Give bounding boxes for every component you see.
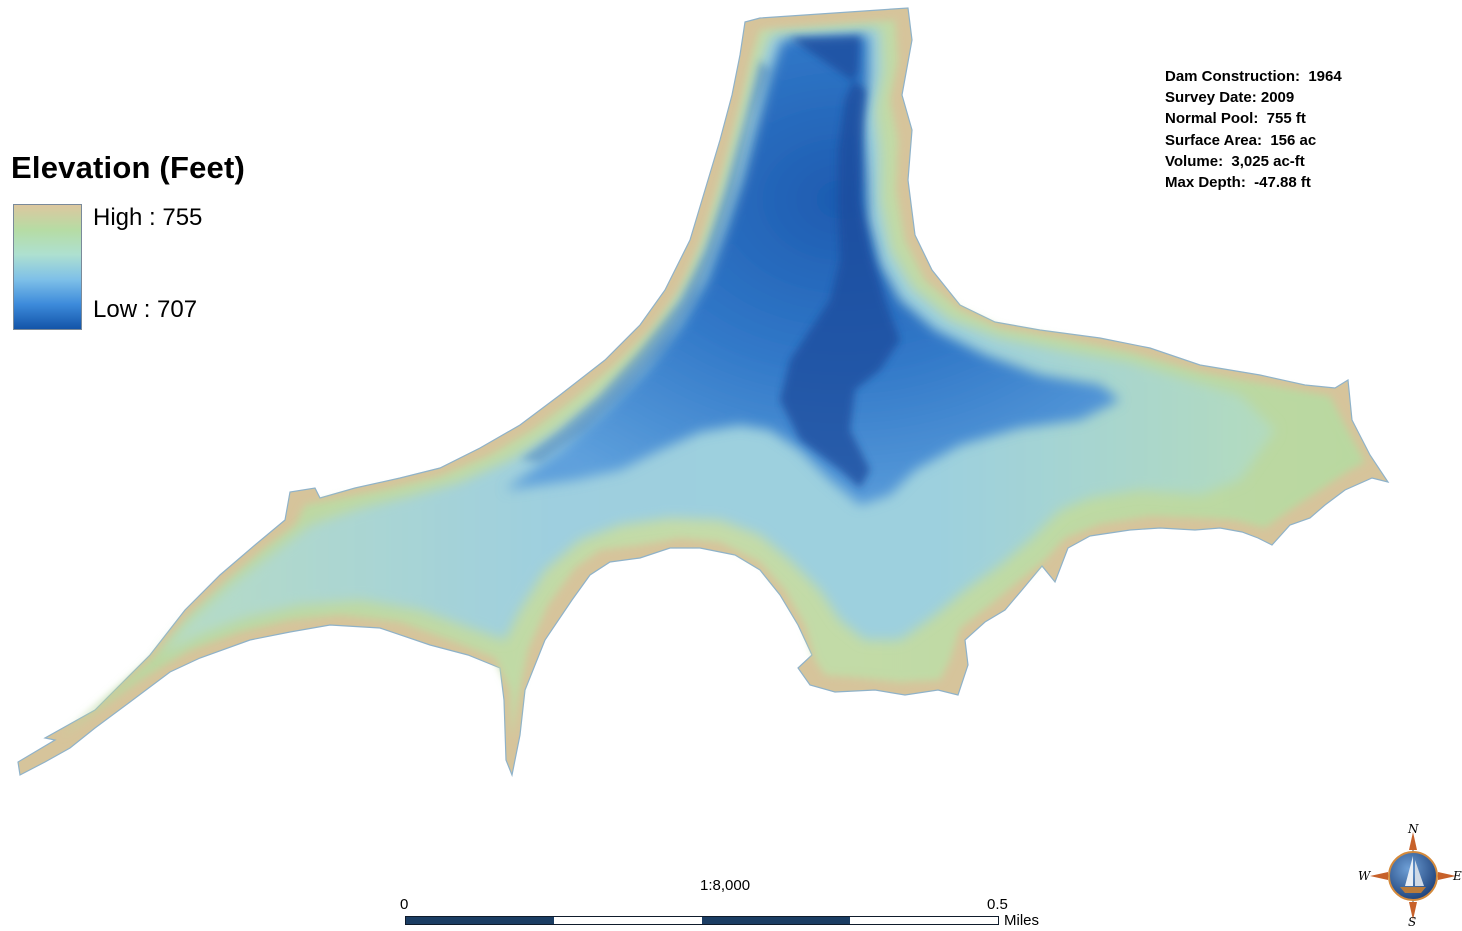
scale-ratio: 1:8,000 xyxy=(700,877,751,894)
info-normal-pool: Normal Pool: 755 ft xyxy=(1165,110,1306,128)
elevation-color-ramp xyxy=(13,204,82,330)
survey-info: Dam Construction: 1964 Survey Date: 2009… xyxy=(1165,66,1342,193)
compass-west-label: W xyxy=(1358,869,1372,883)
compass-south-label: S xyxy=(1408,915,1416,928)
legend-high-label: High : 755 xyxy=(93,204,203,231)
scale-end-label: 0.5 xyxy=(987,896,1008,913)
deepest-channel xyxy=(780,36,900,488)
info-survey-date: Survey Date: 2009 xyxy=(1165,89,1295,107)
info-max-depth: Max Depth: -47.88 ft xyxy=(1165,174,1311,192)
info-dam-construction: Dam Construction: 1964 xyxy=(1165,68,1342,85)
elevation-legend: Elevation (Feet) High : 755 Low : 707 xyxy=(11,150,311,330)
compass-rose-icon: N S W E xyxy=(1358,822,1462,928)
info-volume: Volume: 3,025 ac-ft xyxy=(1165,152,1305,170)
deep-zone xyxy=(505,35,1120,505)
info-surface-area: Surface Area: 156 ac xyxy=(1165,131,1317,149)
scale-unit: Miles xyxy=(1004,912,1040,929)
compass-north-label: N xyxy=(1407,822,1419,836)
scale-segment xyxy=(850,917,998,924)
legend-low-label: Low : 707 xyxy=(93,296,198,323)
scale-start-label: 0 xyxy=(400,896,409,913)
legend-title: Elevation (Feet) xyxy=(11,150,246,185)
scale-segment xyxy=(406,917,554,924)
scale-segment xyxy=(554,917,702,924)
scale-bar xyxy=(405,916,999,925)
scale-segment xyxy=(702,917,850,924)
compass-east-label: E xyxy=(1452,869,1462,883)
